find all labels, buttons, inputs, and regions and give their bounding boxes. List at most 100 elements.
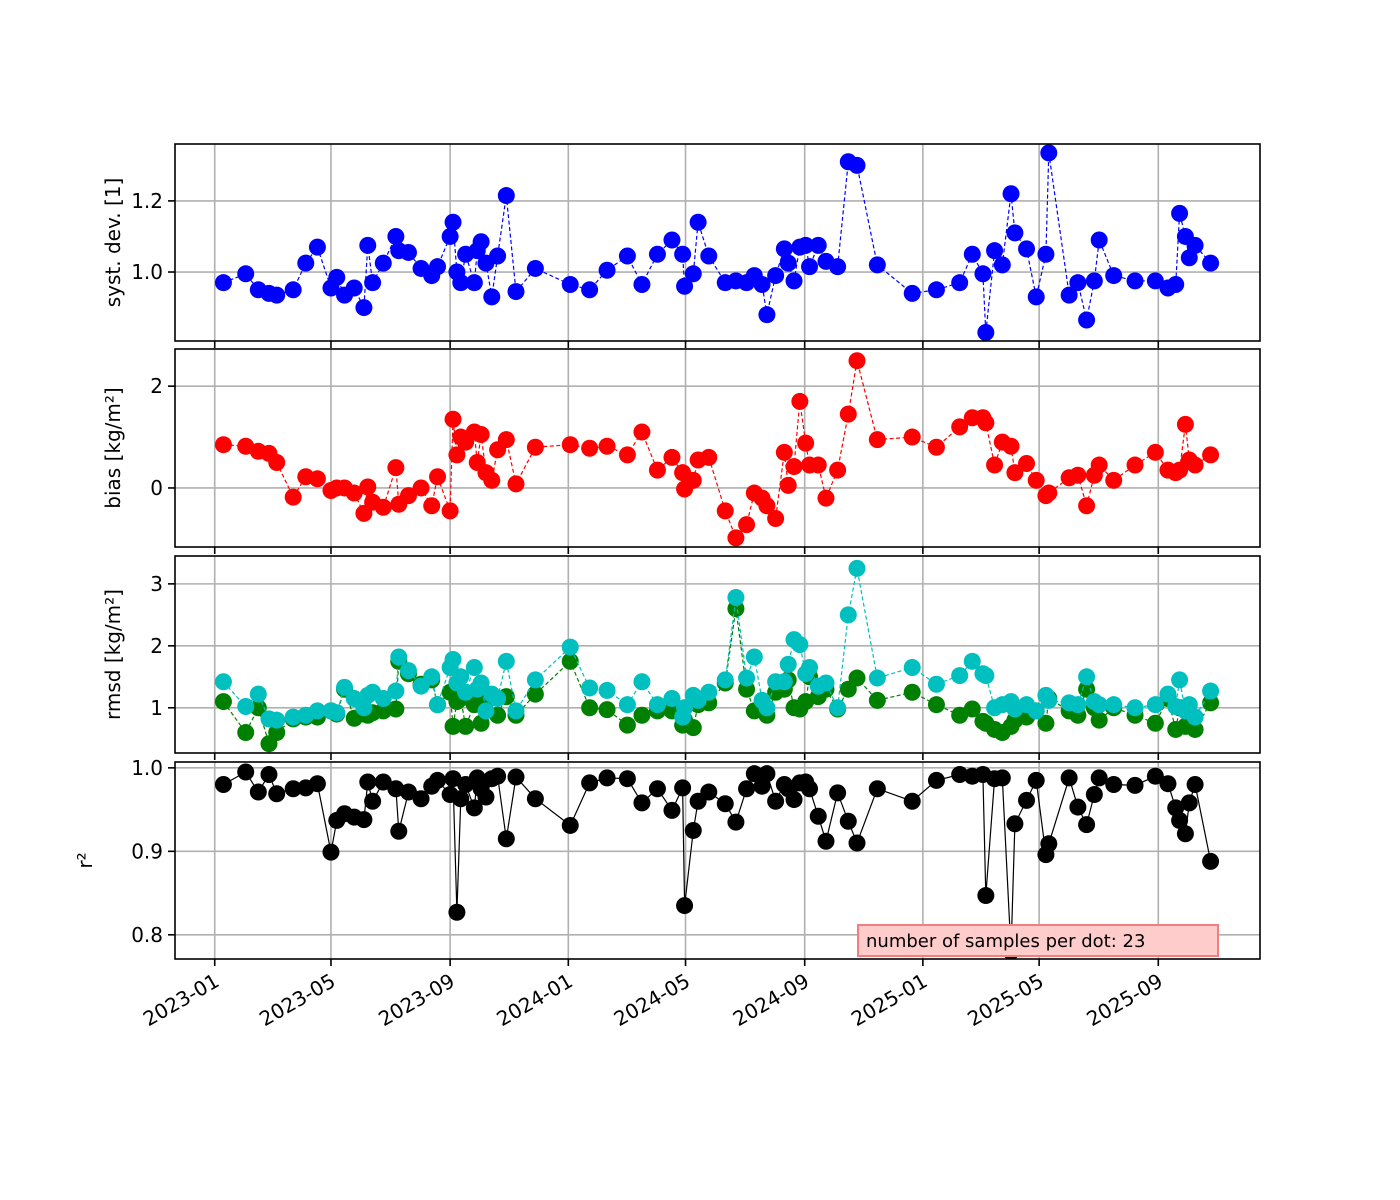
data-point-r2 xyxy=(355,811,373,829)
data-point-r2 xyxy=(716,795,734,813)
y-tick-label: 1.2 xyxy=(131,189,163,213)
data-point-r2 xyxy=(993,769,1011,787)
data-point-bias xyxy=(738,516,756,534)
data-point-r2 xyxy=(374,773,392,791)
data-point-r2 xyxy=(412,790,430,808)
data-point-syst xyxy=(444,213,462,231)
y-tick-label: 0.9 xyxy=(131,839,163,863)
data-point-rmsd_c xyxy=(817,674,835,692)
y-axis-label: r² xyxy=(73,852,97,868)
data-point-r2 xyxy=(1176,825,1194,843)
data-point-syst xyxy=(1069,274,1087,292)
data-point-rmsd_c xyxy=(444,650,462,668)
data-point-rmsd_c xyxy=(249,685,267,703)
data-point-bias xyxy=(977,414,995,432)
data-point-syst xyxy=(1105,267,1123,285)
data-point-syst xyxy=(951,274,969,292)
data-point-r2 xyxy=(268,785,286,803)
data-point-bias xyxy=(412,479,430,497)
data-point-syst xyxy=(809,236,827,254)
data-point-r2 xyxy=(868,780,886,798)
data-point-syst xyxy=(1186,236,1204,254)
data-point-syst xyxy=(214,274,232,292)
axes-frame xyxy=(174,761,1261,960)
data-point-syst xyxy=(297,254,315,272)
data-point-r2 xyxy=(526,790,544,808)
data-point-syst xyxy=(472,233,490,251)
data-point-syst xyxy=(268,286,286,304)
data-point-r2 xyxy=(448,903,466,921)
data-point-bias xyxy=(716,502,734,520)
data-point-r2 xyxy=(648,780,666,798)
data-point-rmsd_c xyxy=(618,696,636,714)
data-point-rmsd_c xyxy=(507,702,525,720)
data-point-r2 xyxy=(249,783,267,801)
data-point-bias xyxy=(1202,446,1220,464)
data-point-rmsd_c xyxy=(465,659,483,677)
data-point-bias xyxy=(1069,466,1087,484)
data-point-r2 xyxy=(1085,786,1103,804)
data-point-rmsd_c xyxy=(399,662,417,680)
data-point-r2 xyxy=(214,776,232,794)
data-point-rmsd_c xyxy=(663,689,681,707)
data-point-rmsd_c xyxy=(1146,696,1164,714)
data-point-rmsd_c xyxy=(676,699,694,717)
data-point-bias xyxy=(1002,437,1020,455)
data-point-bias xyxy=(791,392,809,410)
data-point-bias xyxy=(633,423,651,441)
data-point-r2 xyxy=(284,780,302,798)
data-point-r2 xyxy=(903,792,921,810)
data-point-syst xyxy=(633,275,651,293)
data-point-bias xyxy=(561,436,579,454)
y-tick-label: 0 xyxy=(150,476,163,500)
data-point-rmsd_g xyxy=(444,717,462,735)
data-point-syst xyxy=(868,256,886,274)
data-point-r2 xyxy=(359,773,377,791)
annotation-box: number of samples per dot: 23 xyxy=(857,924,1219,957)
data-point-syst xyxy=(767,267,785,285)
data-point-syst xyxy=(829,258,847,276)
data-point-r2 xyxy=(465,799,483,817)
y-tick-label: 3 xyxy=(150,572,163,596)
data-point-bias xyxy=(1126,456,1144,474)
data-point-syst xyxy=(1027,288,1045,306)
data-point-syst xyxy=(903,284,921,302)
y-tick-label: 1.0 xyxy=(131,260,163,284)
data-point-bias xyxy=(839,405,857,423)
data-point-r2 xyxy=(676,897,694,915)
data-point-bias xyxy=(663,448,681,466)
data-point-syst xyxy=(1037,245,1055,263)
data-point-r2 xyxy=(260,766,278,784)
data-point-r2 xyxy=(758,765,776,783)
data-point-bias xyxy=(374,498,392,516)
data-point-rmsd_g xyxy=(237,724,255,742)
data-point-rmsd_c xyxy=(268,711,286,729)
data-point-r2 xyxy=(390,822,408,840)
data-point-syst xyxy=(977,323,995,341)
data-point-rmsd_g xyxy=(1186,720,1204,738)
y-tick-label: 2 xyxy=(150,634,163,658)
data-point-bias xyxy=(727,529,745,547)
data-point-rmsd_c xyxy=(214,673,232,691)
data-point-syst xyxy=(689,213,707,231)
data-point-syst xyxy=(598,261,616,279)
data-point-rmsd_c xyxy=(839,606,857,624)
data-point-bias xyxy=(927,438,945,456)
data-point-bias xyxy=(951,418,969,436)
data-point-rmsd_c xyxy=(489,689,507,707)
data-point-syst xyxy=(1078,311,1096,329)
data-point-syst xyxy=(993,256,1011,274)
data-point-syst xyxy=(753,275,771,293)
y-axis-label: rmsd [kg/m²] xyxy=(101,589,125,720)
data-point-rmsd_c xyxy=(927,675,945,693)
data-point-bias xyxy=(758,497,776,515)
data-point-bias xyxy=(1105,471,1123,489)
data-point-rmsd_c xyxy=(716,671,734,689)
data-point-rmsd_g xyxy=(268,724,286,742)
data-point-syst xyxy=(561,275,579,293)
data-point-syst xyxy=(927,281,945,299)
data-point-bias xyxy=(797,434,815,452)
data-point-syst xyxy=(489,247,507,265)
data-point-bias xyxy=(986,456,1004,474)
